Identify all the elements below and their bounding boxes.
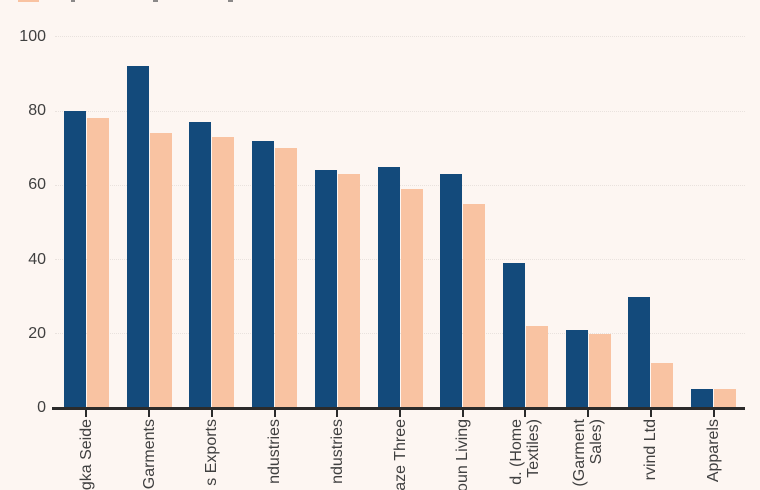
x-axis-line <box>52 407 745 410</box>
legend-text-fragment <box>71 0 75 2</box>
x-axis-tick <box>273 410 276 417</box>
bar-peach-series <box>275 148 298 408</box>
bar-peach-series <box>651 363 674 408</box>
x-axis-tick <box>524 410 527 417</box>
bar-dark-blue-series <box>63 111 86 408</box>
bar-dark-blue-series <box>565 330 588 408</box>
x-axis-tick <box>148 410 151 417</box>
x-axis-label: ndustries <box>266 419 331 484</box>
bar-dark-blue-series <box>126 66 149 408</box>
x-axis-label: ndustries <box>329 419 394 484</box>
bar-dark-blue-series <box>440 174 463 408</box>
bar-peach-series <box>588 333 611 408</box>
y-axis-tick-label: 100 <box>19 27 46 45</box>
x-axis-tick <box>210 410 213 417</box>
y-axis-tick-label: 40 <box>28 250 46 268</box>
x-axis-tick <box>712 410 715 417</box>
gridline-80 <box>55 110 745 112</box>
x-axis-label-text: Apparels <box>705 419 723 483</box>
x-axis-label-text: s Exports <box>203 419 221 486</box>
bar-dark-blue-series <box>628 296 651 408</box>
x-axis-label-text: rvind Ltd <box>642 419 660 481</box>
bar-dark-blue-series <box>314 170 337 408</box>
bar-peach-series <box>149 133 172 408</box>
bar-dark-blue-series <box>252 140 275 408</box>
legend-text-fragment <box>153 0 158 2</box>
bar-peach-series <box>463 203 486 408</box>
y-axis-tick-label: 0 <box>37 399 46 416</box>
legend-text-fragment <box>228 0 233 2</box>
x-axis-label: gka Seide <box>78 419 149 490</box>
bar-dark-blue-series <box>377 166 400 408</box>
bar-dark-blue-series <box>502 263 525 408</box>
bar-peach-series <box>714 389 737 408</box>
bar-dark-blue-series <box>691 389 714 408</box>
x-axis-tick <box>461 410 464 417</box>
x-axis-label-text: ndustries <box>266 419 284 484</box>
gridline-60 <box>55 184 745 186</box>
bar-peach-series <box>337 174 360 408</box>
x-axis-label-text: oun Living <box>454 419 472 490</box>
y-axis-tick-label: 80 <box>28 102 46 119</box>
gridline-40 <box>55 259 745 260</box>
y-axis-tick-label: 60 <box>28 176 46 194</box>
bar-dark-blue-series <box>189 122 212 408</box>
x-axis-label-text: d. (Home Textiles) <box>508 419 543 485</box>
legend-swatch-peach <box>18 0 39 2</box>
x-axis-label: Apparels <box>705 419 760 482</box>
x-axis-label-text: ndustries <box>328 419 346 484</box>
bar-peach-series <box>212 136 235 408</box>
y-axis-tick-label: 20 <box>28 324 46 342</box>
x-axis-label-text: aze Three <box>391 419 409 490</box>
bar-peach-series <box>400 188 423 408</box>
x-axis-label: Garments <box>141 419 211 489</box>
x-axis-label-text: (Garment Sales) <box>571 419 606 487</box>
bar-peach-series <box>86 118 109 408</box>
x-axis-tick <box>85 410 88 417</box>
x-axis-label-text: Garments <box>140 419 158 490</box>
x-axis-label: aze Three <box>392 419 464 490</box>
gridline-20 <box>55 333 745 335</box>
x-axis-label: rvind Ltd <box>642 419 703 480</box>
x-axis-tick <box>587 410 590 417</box>
x-axis-label-text: gka Seide <box>77 419 95 490</box>
gridline-100 <box>55 36 745 38</box>
bar-peach-series <box>525 326 548 408</box>
x-axis-label: (Garment Sales) <box>571 419 639 487</box>
x-axis-tick <box>399 410 401 417</box>
x-axis-tick <box>336 410 339 417</box>
x-axis-label: d. (Home Textiles) <box>508 419 574 485</box>
x-axis-label: s Exports <box>203 419 270 486</box>
x-axis-tick <box>649 410 652 417</box>
